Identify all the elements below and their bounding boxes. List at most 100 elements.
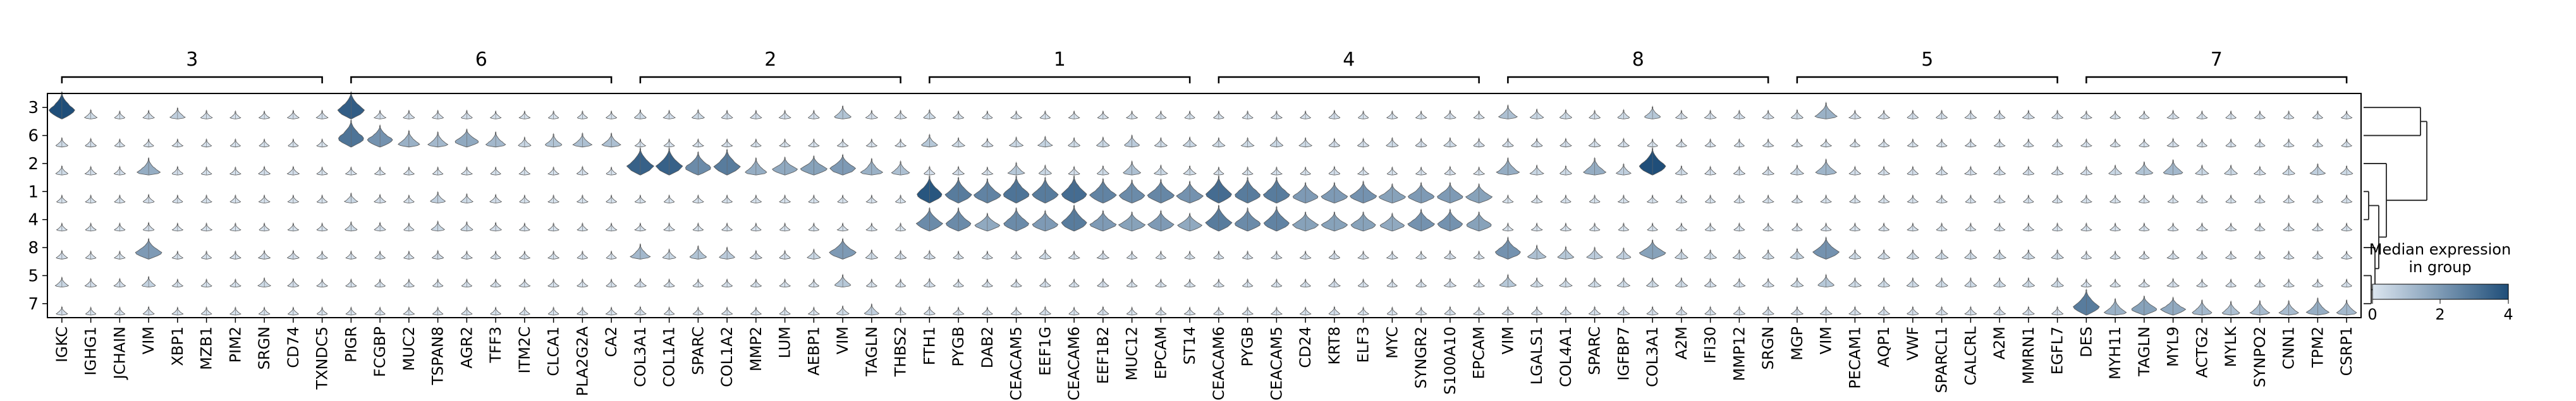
gene-label-TXNDC5: TXNDC5 xyxy=(314,326,331,390)
gene-label-CD24: CD24 xyxy=(1297,326,1314,368)
row-label-4: 4 xyxy=(28,211,39,230)
group-bracket-5 xyxy=(1796,76,2058,83)
gene-label-MYH11: MYH11 xyxy=(2106,326,2124,380)
gene-label-CALCRL: CALCRL xyxy=(1962,326,1979,385)
gene-label-EEF1G: EEF1G xyxy=(1036,326,1054,376)
gene-label-EGFL7: EGFL7 xyxy=(2049,326,2066,374)
group-label-3: 3 xyxy=(186,49,198,71)
row-label-6: 6 xyxy=(28,127,39,146)
row-label-7: 7 xyxy=(28,295,39,314)
gene-label-IGKC: IGKC xyxy=(53,326,71,362)
gene-label-IFI30: IFI30 xyxy=(1702,326,1719,364)
gene-label-VIM: VIM xyxy=(140,326,157,354)
gene-label-PLA2G2A: PLA2G2A xyxy=(573,326,591,396)
gene-label-CSRP1: CSRP1 xyxy=(2338,326,2355,376)
gene-label-SPARCL1: SPARCL1 xyxy=(1933,326,1951,393)
colorbar-tick-label-1: 2 xyxy=(2435,306,2445,323)
gene-label-MZB1: MZB1 xyxy=(198,326,216,370)
colorbar-title-line-1: Median expression xyxy=(2369,241,2511,258)
group-label-7: 7 xyxy=(2211,49,2223,71)
group-bracket-7 xyxy=(2085,76,2348,83)
gene-label-SYNGR2: SYNGR2 xyxy=(1412,326,1430,388)
gene-label-PYGB: PYGB xyxy=(949,326,967,367)
gene-label-THBS2: THBS2 xyxy=(892,326,910,377)
colorbar-title-line-2: in group xyxy=(2408,258,2471,276)
group-bracket-2 xyxy=(639,76,901,83)
gene-label-TFF3: TFF3 xyxy=(487,326,504,364)
gene-label-PECAM1: PECAM1 xyxy=(1846,326,1864,389)
gene-label-MGP: MGP xyxy=(1788,326,1806,361)
gene-label-PIGR: PIGR xyxy=(342,326,360,362)
gene-label-CEACAM6: CEACAM6 xyxy=(1065,326,1083,400)
gene-label-CLCA1: CLCA1 xyxy=(545,326,563,376)
gene-label-PYGB: PYGB xyxy=(1239,326,1257,367)
gene-label-TAGLN: TAGLN xyxy=(863,326,881,377)
gene-label-S100A10: S100A10 xyxy=(1441,326,1459,395)
gene-label-CEACAM5: CEACAM5 xyxy=(1008,326,1025,400)
gene-label-ACTG2: ACTG2 xyxy=(2193,326,2211,378)
gene-label-COL3A1: COL3A1 xyxy=(1644,326,1661,387)
gene-label-LGALS1: LGALS1 xyxy=(1528,326,1546,385)
gene-label-CA2: CA2 xyxy=(602,326,620,357)
gene-label-MYL9: MYL9 xyxy=(2164,326,2182,367)
gene-label-VIM: VIM xyxy=(1499,326,1517,354)
group-bracket-1 xyxy=(929,76,1191,83)
gene-label-CNN1: CNN1 xyxy=(2280,326,2298,369)
gene-label-MUC12: MUC12 xyxy=(1123,326,1141,381)
gene-label-ST14: ST14 xyxy=(1181,326,1199,364)
row-labels: 3 6 2 1 4 8 5 7 xyxy=(28,99,47,314)
gene-label-TPM2: TPM2 xyxy=(2309,326,2326,368)
gene-label-SPARC: SPARC xyxy=(689,326,707,375)
gene-label-COL1A2: COL1A2 xyxy=(718,326,736,387)
gene-label-IGFBP7: IGFBP7 xyxy=(1615,326,1632,381)
gene-label-MMP12: MMP12 xyxy=(1730,326,1748,381)
gene-label-EPCAM: EPCAM xyxy=(1470,326,1488,380)
gene-label-MMP2: MMP2 xyxy=(747,326,765,371)
gene-label-EPCAM: EPCAM xyxy=(1152,326,1169,380)
gene-label-SPARC: SPARC xyxy=(1586,326,1604,375)
group-label-5: 5 xyxy=(1921,49,1933,71)
gene-label-AEBP1: AEBP1 xyxy=(805,326,822,376)
gene-label-VIM: VIM xyxy=(1817,326,1835,354)
plot-frame xyxy=(47,93,2362,318)
gene-label-COL4A1: COL4A1 xyxy=(1557,326,1575,387)
group-bracket-8 xyxy=(1507,76,1769,83)
row-label-1: 1 xyxy=(28,183,39,201)
gene-label-A2M: A2M xyxy=(1991,326,2008,359)
violin-cells xyxy=(48,91,2357,316)
colorbar-gradient xyxy=(2372,284,2509,300)
group-bracket-3 xyxy=(61,76,323,83)
colorbar-tick-label-2: 4 xyxy=(2503,306,2513,323)
gene-label-MMRN1: MMRN1 xyxy=(2020,326,2037,384)
gene-label-ITM2C: ITM2C xyxy=(516,326,534,373)
gene-label-SYNPO2: SYNPO2 xyxy=(2251,326,2269,387)
gene-label-TAGLN: TAGLN xyxy=(2135,326,2153,377)
gene-label-SRGN: SRGN xyxy=(1759,326,1777,369)
group-label-6: 6 xyxy=(475,49,487,71)
gene-label-COL3A1: COL3A1 xyxy=(632,326,649,387)
gene-label-MYLK: MYLK xyxy=(2222,326,2240,368)
gene-label-XBP1: XBP1 xyxy=(169,326,186,366)
row-label-8: 8 xyxy=(28,239,39,258)
group-label-8: 8 xyxy=(1632,49,1644,71)
gene-label-AQP1: AQP1 xyxy=(1875,326,1893,368)
group-label-1: 1 xyxy=(1054,49,1066,71)
gene-label-EEF1B2: EEF1B2 xyxy=(1094,326,1112,384)
row-label-5: 5 xyxy=(28,266,39,285)
gene-label-DAB2: DAB2 xyxy=(979,326,996,368)
group-label-4: 4 xyxy=(1343,49,1355,71)
gene-label-KRT8: KRT8 xyxy=(1326,326,1343,365)
gene-label-VWF: VWF xyxy=(1904,326,1922,361)
gene-label-LUM: LUM xyxy=(776,326,794,358)
group-label-2: 2 xyxy=(764,49,776,71)
gene-label-FTH1: FTH1 xyxy=(920,326,938,365)
gene-label-TSPAN8: TSPAN8 xyxy=(429,326,447,385)
gene-label-FCGBP: FCGBP xyxy=(371,326,389,377)
row-dendrogram xyxy=(2364,107,2427,304)
gene-label-CEACAM6: CEACAM6 xyxy=(1210,326,1228,400)
colorbar-tick-label-0: 0 xyxy=(2367,306,2377,323)
gene-label-VIM: VIM xyxy=(834,326,852,354)
gene-label-JCHAIN: JCHAIN xyxy=(111,326,128,380)
gene-label-IGHG1: IGHG1 xyxy=(82,326,100,376)
group-brackets: 3 6 2 1 4 8 5 7 xyxy=(61,49,2348,83)
